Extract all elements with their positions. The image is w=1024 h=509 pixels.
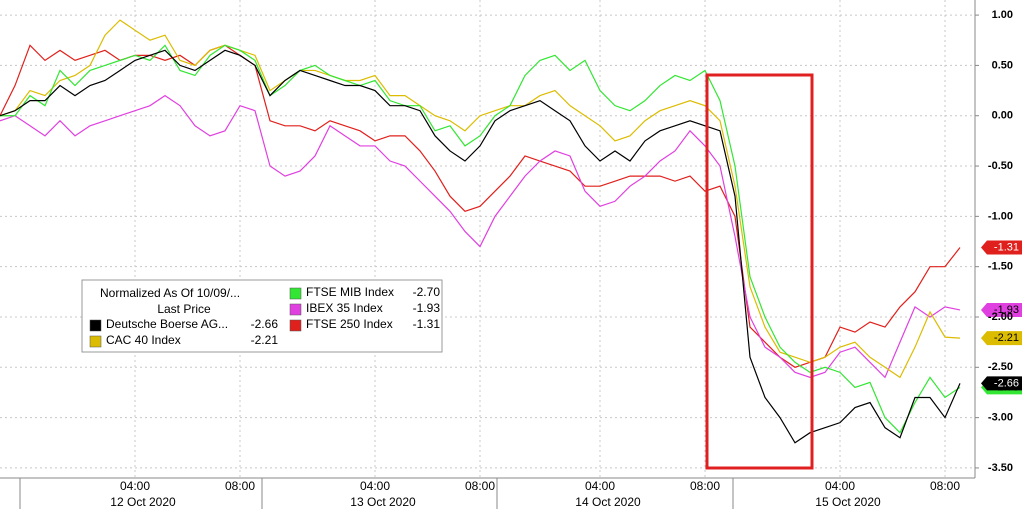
highlight-box — [705, 73, 814, 470]
legend-swatch — [289, 303, 302, 316]
x-tick-label: 08:00 — [690, 479, 720, 493]
series-line — [0, 94, 961, 379]
y-tick-label: -2.50 — [988, 361, 1013, 373]
y-tick-label: -2.00 — [988, 311, 1013, 323]
price-badge — [981, 376, 1022, 391]
y-tick-label: -0.50 — [988, 160, 1013, 172]
x-tick-label: 04:00 — [585, 479, 615, 493]
day-label: 15 Oct 2020 — [815, 495, 881, 509]
legend-value: -1.93 — [413, 301, 441, 315]
legend-title: Normalized As Of 10/09/... — [100, 286, 240, 300]
series-line — [0, 44, 961, 434]
x-tick-label: 04:00 — [825, 479, 855, 493]
day-label: 12 Oct 2020 — [110, 495, 176, 509]
legend-label: FTSE MIB Index — [306, 285, 394, 299]
legend-label: Deutsche Boerse AG... — [106, 317, 228, 331]
legend-swatch — [289, 319, 302, 332]
price-badge — [981, 331, 1022, 346]
price-badge — [981, 240, 1022, 255]
legend-value: -1.31 — [413, 317, 441, 331]
legend-swatch — [89, 335, 102, 348]
legend-label: IBEX 35 Index — [306, 301, 383, 315]
legend-swatch — [89, 319, 102, 332]
price-badge-label: -1.93 — [994, 304, 1019, 316]
price-badge-label: -2.66 — [994, 377, 1019, 389]
legend: Normalized As Of 10/09/... Last Price De… — [81, 279, 443, 353]
legend-box — [81, 279, 443, 353]
y-tick-label: 0.50 — [992, 59, 1013, 71]
y-tick-label: -1.50 — [988, 261, 1013, 273]
x-tick-label: 08:00 — [930, 479, 960, 493]
x-tick-label: 08:00 — [465, 479, 495, 493]
badges: -2.70-1.93-2.21-1.31-2.66 — [981, 240, 1022, 395]
day-label: 14 Oct 2020 — [575, 495, 641, 509]
y-tick-label: 0.00 — [992, 110, 1013, 122]
day-separators — [19, 478, 734, 509]
price-badge-label: -2.21 — [994, 332, 1019, 344]
x-tick-label: 04:00 — [360, 479, 390, 493]
day-label: 13 Oct 2020 — [350, 495, 416, 509]
legend-label: CAC 40 Index — [106, 333, 181, 347]
legend-value: -2.70 — [413, 285, 441, 299]
legend-value: -2.66 — [251, 317, 279, 331]
series-line — [0, 19, 961, 379]
y-tick-label: -1.00 — [988, 210, 1013, 222]
y-tick-label: -3.50 — [988, 462, 1013, 474]
x-tick-label: 08:00 — [225, 479, 255, 493]
legend-subtitle: Last Price — [157, 302, 211, 316]
lines — [0, 19, 961, 444]
y-tick-label: 1.00 — [992, 9, 1013, 21]
y-tick-label: -3.00 — [988, 412, 1013, 424]
price-badge — [981, 302, 1022, 317]
series-line — [0, 49, 961, 444]
grid — [0, 0, 975, 478]
legend-swatch — [289, 287, 302, 300]
legend-label: FTSE 250 Index — [306, 317, 393, 331]
price-badge-label: -1.31 — [994, 241, 1019, 253]
x-tick-label: 04:00 — [120, 479, 150, 493]
legend-value: -2.21 — [251, 333, 279, 347]
